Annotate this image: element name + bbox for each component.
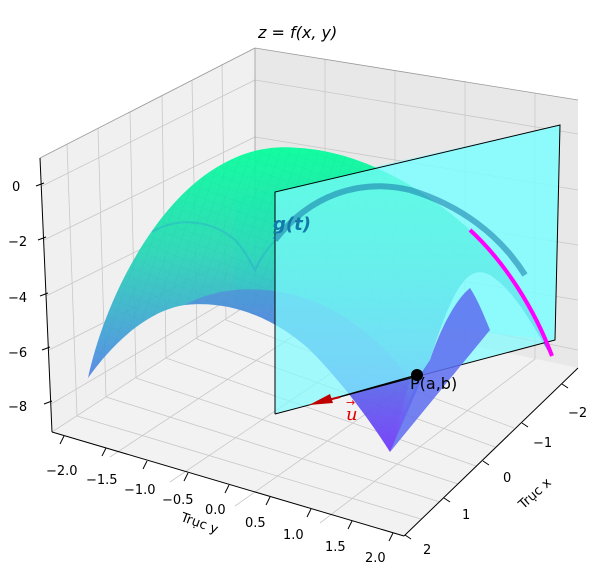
y-tick-5: 0.5 (245, 516, 266, 531)
y-tick-1: −1.5 (86, 473, 118, 488)
surface-front-lobe (390, 288, 490, 452)
axis-lines (39, 157, 579, 537)
direction-vector (309, 374, 418, 405)
y-tick-4: 0.0 (205, 503, 226, 518)
z-tick-3: −6 (8, 346, 27, 361)
y-tick-0: −2.0 (46, 464, 78, 479)
surface-ridge-left (151, 221, 301, 273)
z-tick-4: −8 (8, 400, 27, 415)
point-p (411, 369, 423, 381)
x-tick-4: 2 (423, 543, 431, 558)
curve-g (468, 228, 554, 357)
x-tick-1: −1 (533, 436, 552, 451)
z-tick-2: −4 (8, 291, 27, 306)
z-tick-0: 0 (12, 180, 20, 195)
z-axis: 0 −2 −4 −6 −8 (8, 180, 53, 415)
figure-title: z = f(x, y) (257, 23, 337, 42)
vertical-plane-front (275, 125, 560, 414)
vector-arrow-mark: → (346, 396, 355, 409)
x-tick-2: 0 (503, 471, 511, 486)
x-tick-0: −2 (568, 406, 587, 421)
y-tick-6: 1.0 (283, 528, 304, 543)
y-tick-3: −0.5 (162, 493, 194, 508)
y-tick-2: −1.0 (124, 483, 156, 498)
z-tick-1: −2 (8, 235, 27, 250)
y-tick-8: 2.0 (365, 551, 386, 566)
point-label: P(a,b) (410, 374, 457, 393)
curve-g-shadow (272, 183, 528, 277)
y-tick-7: 1.5 (325, 540, 346, 555)
plane-edges (274, 124, 561, 415)
x-axis-label: Trục x (515, 475, 555, 513)
curve-label: g(t) (273, 214, 311, 235)
x-tick-3: 1 (462, 508, 470, 523)
vector-label: u (346, 404, 358, 425)
